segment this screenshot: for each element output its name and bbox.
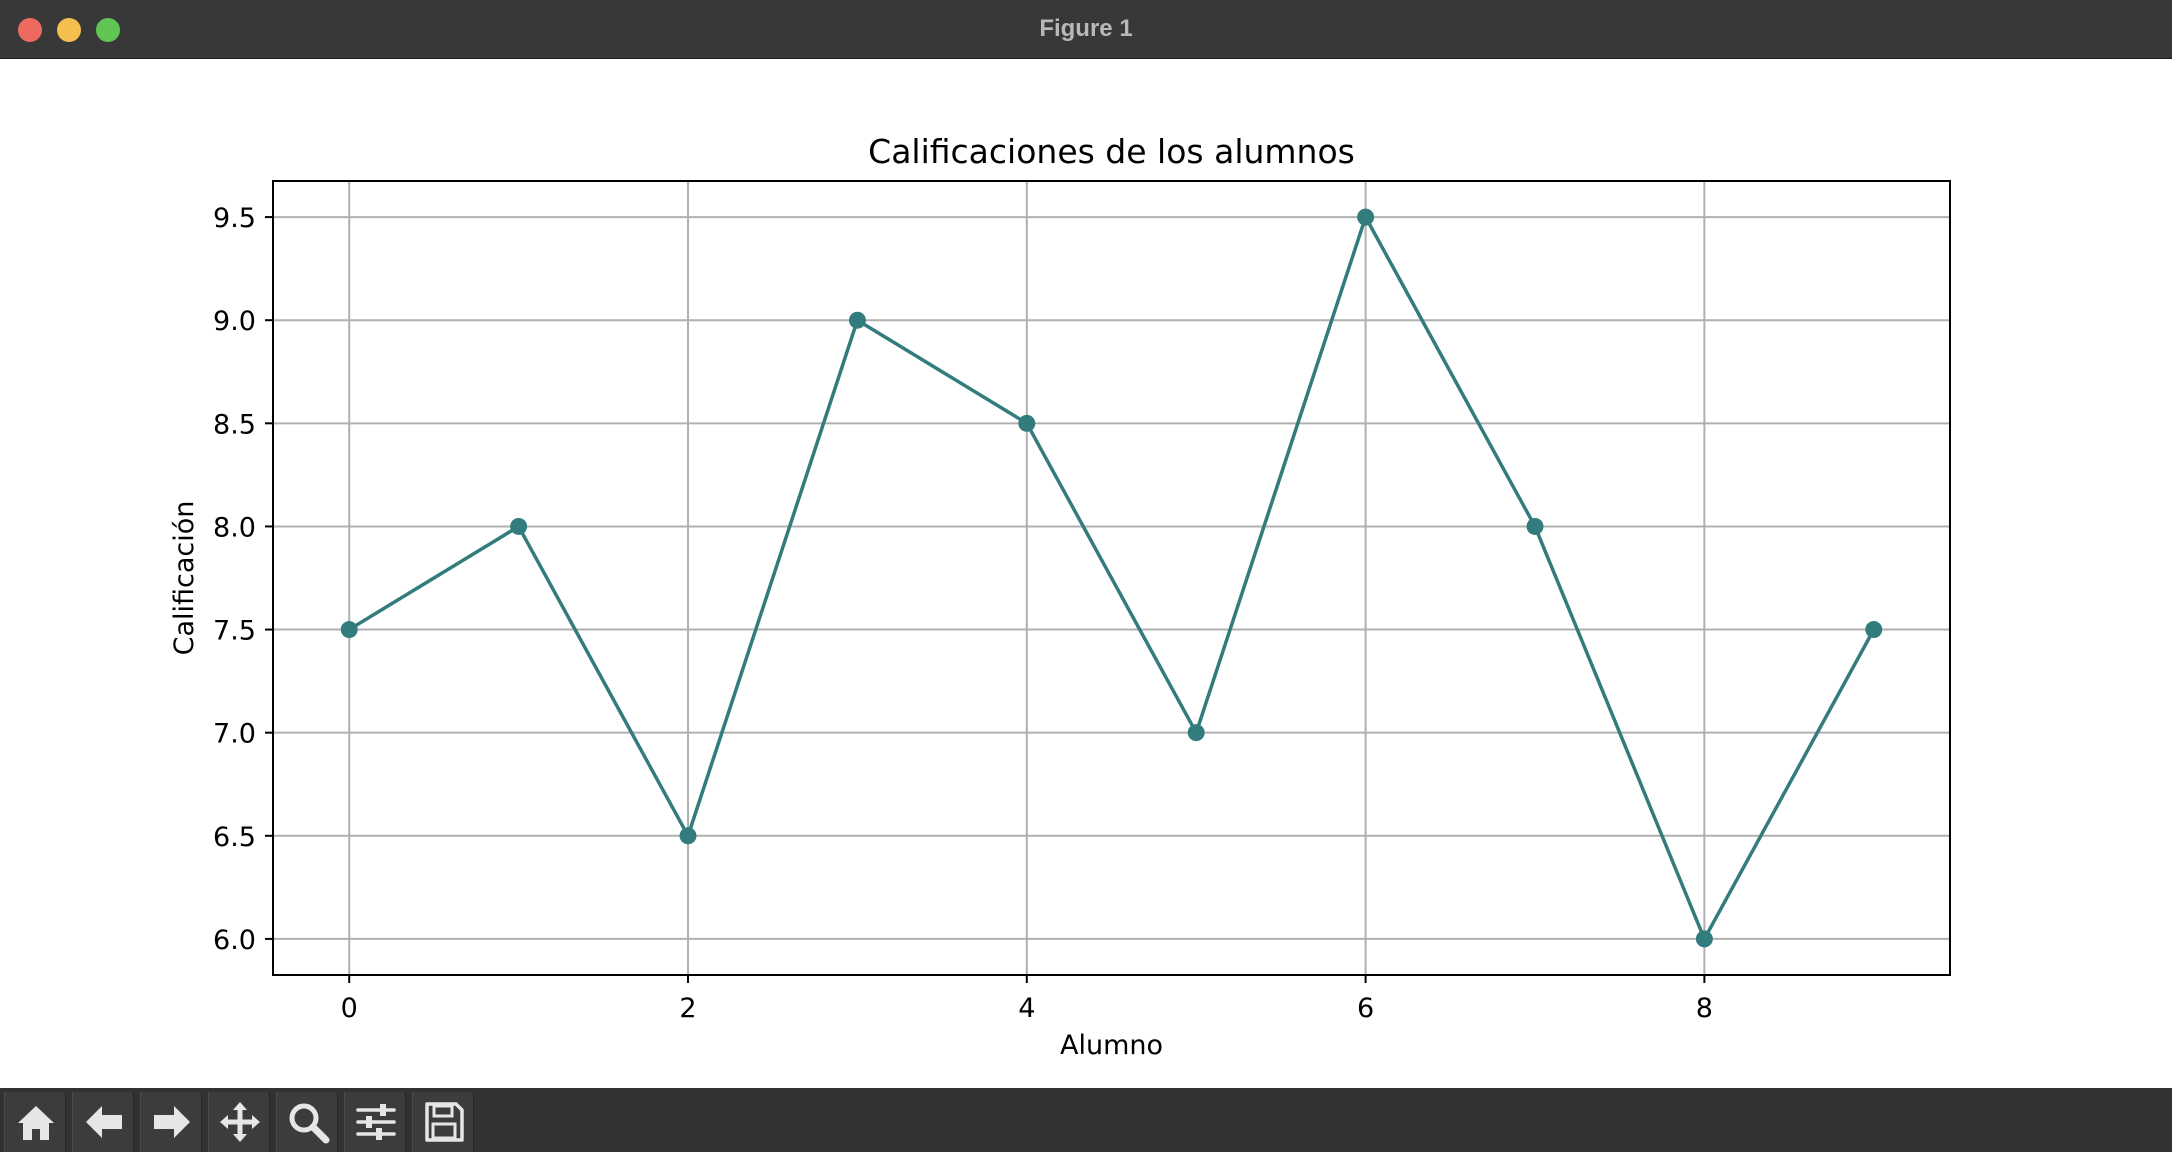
x-tick-label: 8 xyxy=(1696,993,1713,1024)
pan-button[interactable] xyxy=(208,1092,270,1152)
y-tick-label: 8.0 xyxy=(213,512,256,543)
y-tick-label: 9.5 xyxy=(213,203,256,234)
data-point xyxy=(1187,724,1205,742)
maximize-window-button[interactable] xyxy=(96,18,120,42)
grid xyxy=(273,181,1950,975)
axes-frame xyxy=(272,180,1951,976)
y-axis-label: Calificación xyxy=(169,501,200,656)
x-tick-label: 6 xyxy=(1357,993,1374,1024)
axis-ticks: 0 2 4 6 8 6.0 6.5 7.0 7.5 8.0 8.5 9.0 9.5 xyxy=(213,203,1713,1024)
arrow-right-icon xyxy=(154,1106,190,1138)
y-tick-label: 9.0 xyxy=(213,306,256,337)
y-tick-label: 7.5 xyxy=(213,616,256,647)
y-tick-label: 6.0 xyxy=(213,925,256,956)
x-tick-label: 2 xyxy=(679,993,696,1024)
x-tick-label: 0 xyxy=(341,993,358,1024)
navigation-toolbar xyxy=(0,1088,2172,1152)
data-point xyxy=(848,311,866,329)
zoom-button[interactable] xyxy=(276,1092,338,1152)
close-window-button[interactable] xyxy=(18,18,42,42)
series xyxy=(340,208,1883,948)
y-tick-label: 7.0 xyxy=(213,719,256,750)
data-point xyxy=(1865,621,1883,639)
line-chart: 0 2 4 6 8 6.0 6.5 7.0 7.5 8.0 8.5 9.0 9.5 Calificaci… xyxy=(169,132,1951,1061)
forward-button[interactable] xyxy=(140,1092,202,1152)
move-icon xyxy=(220,1102,260,1142)
title-bar[interactable]: Figure 1 xyxy=(0,0,2172,59)
sliders-icon xyxy=(356,1104,396,1140)
window-title: Figure 1 xyxy=(1039,15,1133,42)
data-point xyxy=(1357,208,1375,226)
configure-subplots-button[interactable] xyxy=(344,1092,406,1152)
floppy-disk-icon xyxy=(425,1102,464,1142)
data-point xyxy=(679,827,697,845)
figure-canvas[interactable]: 0 2 4 6 8 6.0 6.5 7.0 7.5 8.0 8.5 9.0 9.5 Calificaci… xyxy=(0,59,2172,1088)
data-point xyxy=(1526,517,1544,535)
arrow-left-icon xyxy=(86,1106,122,1138)
series-line xyxy=(348,215,1876,941)
data-point xyxy=(340,621,358,639)
data-point xyxy=(1018,414,1036,432)
y-tick-label: 6.5 xyxy=(213,822,256,853)
back-button[interactable] xyxy=(72,1092,134,1152)
minimize-window-button[interactable] xyxy=(57,18,81,42)
home-button[interactable] xyxy=(4,1092,66,1152)
x-axis-label: Alumno xyxy=(1060,1030,1163,1061)
chart-title: Calificaciones de los alumnos xyxy=(868,132,1355,171)
data-point xyxy=(1695,930,1713,948)
data-point xyxy=(510,517,528,535)
y-tick-label: 8.5 xyxy=(213,409,256,440)
x-tick-label: 4 xyxy=(1018,993,1035,1024)
save-button[interactable] xyxy=(412,1092,474,1152)
home-icon xyxy=(18,1106,54,1140)
search-icon xyxy=(289,1103,330,1144)
